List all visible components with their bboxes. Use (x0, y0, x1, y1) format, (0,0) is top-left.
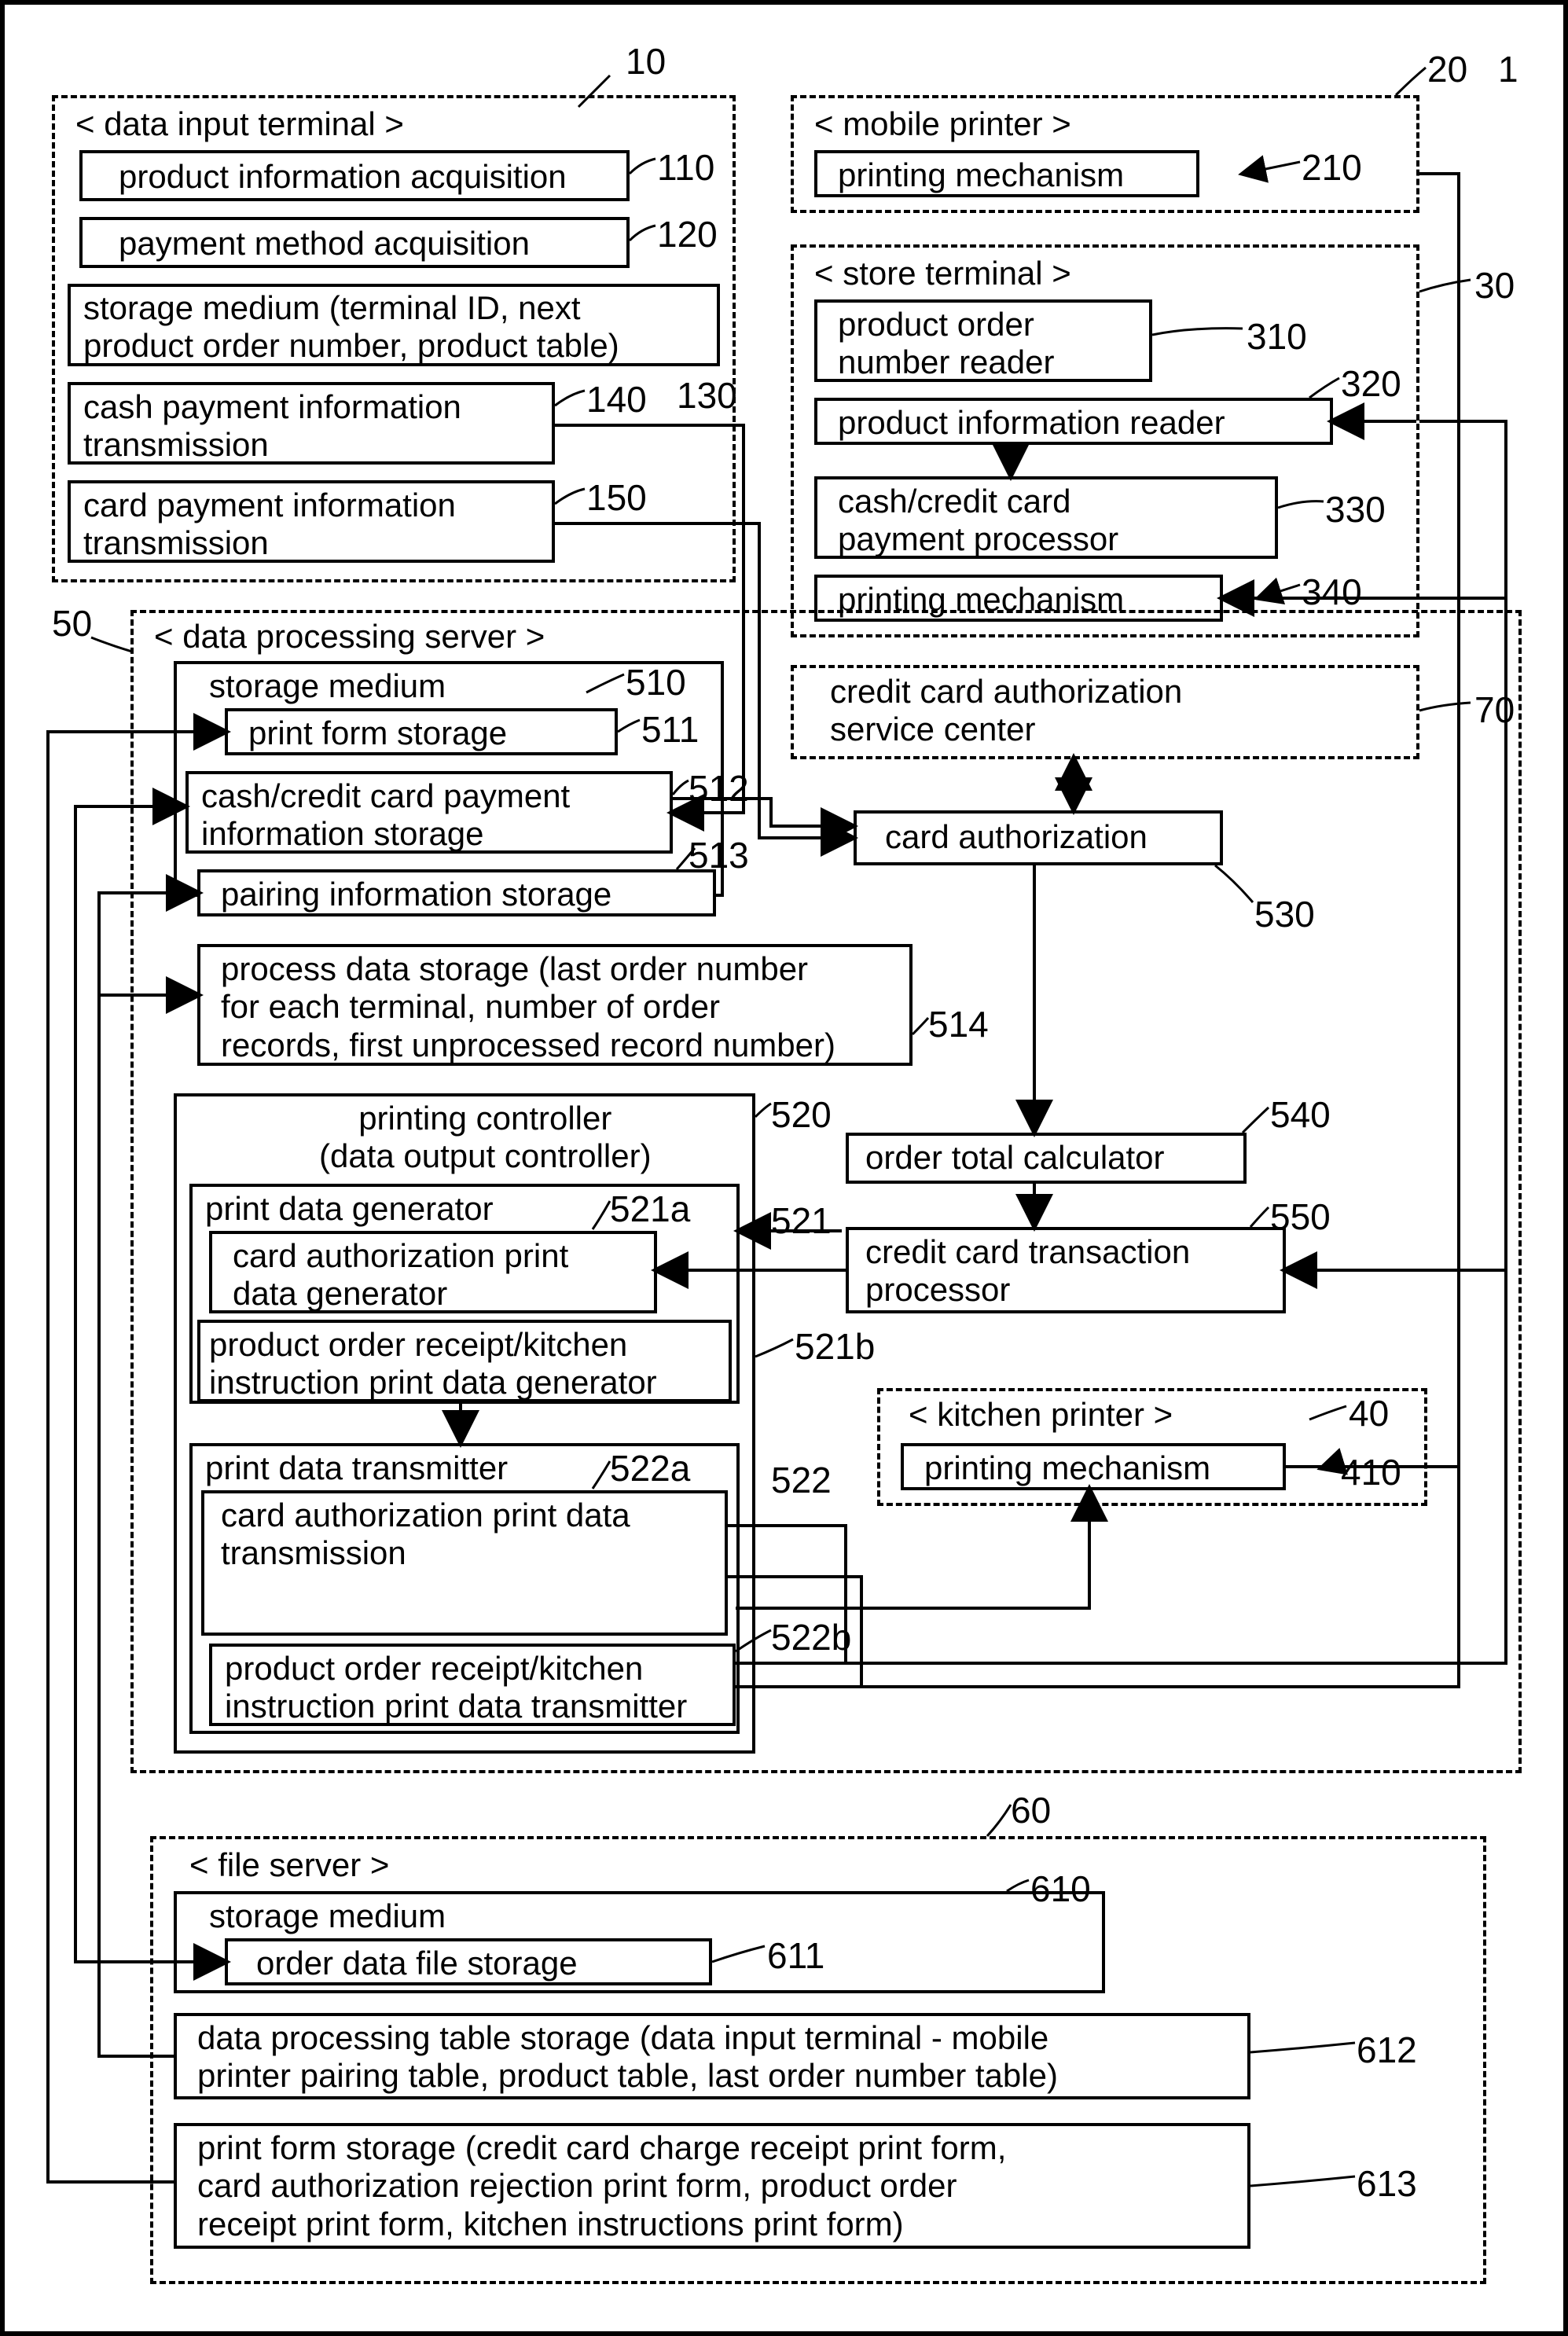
label-order-data-file: order data file storage (256, 1945, 578, 1982)
ref-print-data-tx: 522 (771, 1459, 832, 1501)
label-data-proc-table: data processing table storage (data inpu… (197, 2019, 1058, 2095)
label-order-total-calc: order total calculator (865, 1139, 1165, 1177)
ref-data-processing-server: 50 (52, 602, 92, 645)
ref-dit-storage: 130 (677, 374, 737, 417)
label-printing-controller: printing controller (data output control… (319, 1100, 652, 1176)
ref-st-reader: 310 (1247, 315, 1307, 358)
ref-st-info-reader: 320 (1341, 362, 1401, 405)
title-kitchen-printer: < kitchen printer > (909, 1396, 1173, 1434)
label-mp-mech: printing mechanism (838, 156, 1124, 194)
ref-mp-mech: 210 (1302, 146, 1362, 189)
label-cc-transaction-proc: credit card transaction processor (865, 1233, 1190, 1309)
ref-card-tx: 150 (586, 476, 647, 519)
ref-kp-mech: 410 (1341, 1451, 1401, 1493)
system-diagram: 1 10 < data input terminal > product inf… (0, 0, 1568, 2336)
label-card-tx: card payment information transmission (83, 487, 456, 563)
ref-card-authorization: 530 (1254, 893, 1315, 935)
ref-payment-method-acq: 120 (657, 213, 718, 255)
ref-dps-storage: 510 (626, 661, 686, 703)
ref-print-form-storage: 511 (641, 708, 699, 751)
ref-print-data-gen: 521 (771, 1199, 832, 1242)
label-card-auth-gen: card authorization print data generator (233, 1237, 568, 1313)
label-print-data-tx: print data transmitter (205, 1449, 508, 1487)
label-print-data-gen: print data generator (205, 1190, 494, 1228)
ref-cash-tx: 140 (586, 378, 647, 421)
title-mobile-printer: < mobile printer > (814, 105, 1071, 143)
label-dps-storage: storage medium (209, 667, 446, 705)
ref-store-terminal: 30 (1474, 264, 1515, 307)
ref-card-auth-gen: 521a (610, 1188, 690, 1230)
label-product-info-acq: product information acquisition (119, 158, 567, 196)
label-kp-mech: printing mechanism (924, 1449, 1210, 1487)
ref-process-data-storage: 514 (928, 1003, 989, 1045)
label-dit-storage: storage medium (terminal ID, next produc… (83, 289, 619, 365)
label-card-auth-tx: card authorization print data transmissi… (221, 1497, 630, 1573)
ref-data-proc-table: 612 (1357, 2029, 1417, 2071)
label-payment-method-acq: payment method acquisition (119, 225, 530, 263)
ref-card-auth-tx: 522a (610, 1447, 690, 1489)
title-data-input-terminal: < data input terminal > (75, 105, 404, 143)
title-file-server: < file server > (189, 1846, 389, 1884)
ref-printing-controller: 520 (771, 1093, 832, 1136)
label-receipt-gen: product order receipt/kitchen instructio… (209, 1326, 657, 1402)
ref-data-input-terminal: 10 (626, 40, 666, 83)
label-st-reader: product order number reader (838, 306, 1054, 382)
label-process-data-storage: process data storage (last order number … (221, 950, 835, 1064)
label-st-info-reader: product information reader (838, 404, 1225, 442)
label-pairing-storage: pairing information storage (221, 876, 611, 913)
label-fs-print-form: print form storage (credit card charge r… (197, 2129, 1006, 2243)
label-fs-storage: storage medium (209, 1897, 446, 1935)
ref-order-total-calc: 540 (1270, 1093, 1331, 1136)
ref-receipt-gen: 521b (795, 1325, 875, 1368)
label-print-form-storage: print form storage (248, 714, 507, 752)
ref-pairing-storage: 513 (689, 834, 749, 876)
ref-st-processor: 330 (1325, 488, 1386, 531)
ref-file-server: 60 (1011, 1789, 1051, 1831)
label-card-authorization: card authorization (885, 818, 1148, 856)
ref-system: 1 (1498, 48, 1518, 90)
ref-order-data-file: 611 (767, 1934, 824, 1977)
ref-cc-transaction-proc: 550 (1270, 1196, 1331, 1238)
ref-receipt-tx: 522b (771, 1616, 851, 1658)
title-data-processing-server: < data processing server > (154, 618, 545, 656)
title-store-terminal: < store terminal > (814, 255, 1071, 292)
ref-fs-print-form: 613 (1357, 2162, 1417, 2205)
label-st-processor: cash/credit card payment processor (838, 483, 1118, 559)
label-pay-info-storage: cash/credit card payment information sto… (201, 777, 570, 854)
ref-mobile-printer: 20 (1427, 48, 1467, 90)
ref-st-mech: 340 (1302, 571, 1362, 613)
ref-kitchen-printer: 40 (1349, 1392, 1389, 1434)
label-cash-tx: cash payment information transmission (83, 388, 461, 465)
ref-fs-storage: 610 (1030, 1868, 1091, 1910)
ref-pay-info-storage: 512 (689, 767, 749, 810)
label-receipt-tx: product order receipt/kitchen instructio… (225, 1650, 687, 1726)
ref-product-info-acq: 110 (657, 146, 714, 189)
